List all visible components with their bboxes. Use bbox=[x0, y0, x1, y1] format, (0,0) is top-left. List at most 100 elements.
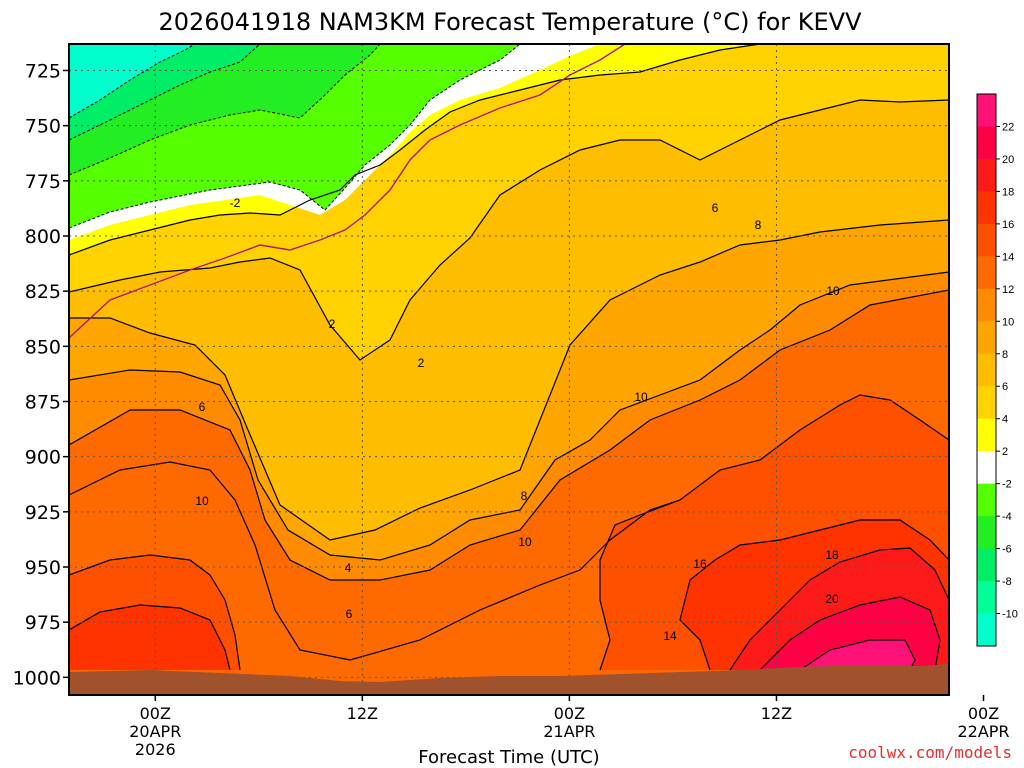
contour-label: 2 bbox=[418, 356, 425, 370]
y-tick-label: 825 bbox=[25, 281, 61, 303]
contour-4 bbox=[69, 99, 949, 361]
contour-10-top bbox=[69, 289, 949, 581]
colorbar: 22 20 18 16 14 12 10 8 6 4 2 -2 -4 -6 -8 -10 bbox=[976, 93, 1018, 647]
contour-label: 10 bbox=[826, 284, 840, 298]
contour-8 bbox=[69, 271, 949, 561]
contour-18 bbox=[729, 547, 949, 671]
colorbar-swatch bbox=[977, 548, 996, 582]
contour-label: 10 bbox=[634, 390, 648, 404]
colorbar-label: -6 bbox=[1002, 544, 1012, 556]
contour-label: 8 bbox=[521, 489, 528, 503]
contour-label: 10 bbox=[195, 494, 209, 508]
colorbar-label: 18 bbox=[1002, 186, 1014, 198]
y-tick-label: 750 bbox=[25, 116, 61, 138]
y-tick-label: 975 bbox=[25, 612, 61, 634]
colorbar-label: 16 bbox=[1002, 219, 1014, 231]
y-tick-label: 875 bbox=[25, 391, 61, 413]
y-tick-label: 950 bbox=[25, 557, 61, 579]
colorbar-swatch bbox=[977, 94, 996, 127]
ground-terrain bbox=[69, 664, 949, 695]
chart-title: 2026041918 NAM3KM Forecast Temperature (… bbox=[158, 8, 862, 36]
colorbar-label: -10 bbox=[1002, 609, 1018, 621]
contour-label: 6 bbox=[712, 201, 719, 215]
x-tick-label: 2026 bbox=[135, 740, 176, 759]
colorbar-label: 12 bbox=[1002, 284, 1014, 296]
colorbar-swatch bbox=[977, 418, 996, 452]
contour-14-right bbox=[599, 499, 681, 671]
colorbar-swatch bbox=[977, 126, 996, 160]
colorbar-label: 10 bbox=[1002, 316, 1014, 328]
negative-contours bbox=[69, 44, 521, 229]
x-tick-label: 00Z bbox=[140, 704, 171, 723]
contour-lines bbox=[69, 44, 949, 671]
contour-label: 14 bbox=[663, 629, 677, 643]
colorbar-frame bbox=[976, 93, 997, 647]
x-axis-label: Forecast Time (UTC) bbox=[418, 747, 599, 768]
colorbar-swatch bbox=[977, 613, 996, 647]
colorbar-label: 8 bbox=[1002, 349, 1008, 361]
y-tick-label: 925 bbox=[25, 502, 61, 524]
x-tick-label: 20APR bbox=[129, 722, 181, 741]
contour-16-right bbox=[679, 519, 949, 671]
x-tick-label: 12Z bbox=[761, 704, 792, 723]
contour-label: 4 bbox=[345, 561, 352, 575]
contour-6 bbox=[69, 219, 949, 541]
plot-frame bbox=[68, 43, 950, 696]
x-tick-label: 00Z bbox=[554, 704, 585, 723]
colorbar-swatch bbox=[977, 223, 996, 257]
colorbar-label: -2 bbox=[1002, 479, 1012, 491]
colorbar-label: 6 bbox=[1002, 381, 1008, 393]
x-tick-label: 21APR bbox=[543, 722, 595, 741]
contour-neg6 bbox=[69, 44, 261, 141]
colorbar-label: 14 bbox=[1002, 251, 1014, 263]
y-tick-label: 775 bbox=[25, 171, 61, 193]
contour-label: 8 bbox=[755, 218, 762, 232]
contour-neg4 bbox=[69, 44, 381, 176]
colorbar-label: -4 bbox=[1002, 511, 1012, 523]
band-16-18-left bbox=[69, 605, 230, 670]
colorbar-swatch bbox=[977, 288, 996, 322]
contour-label: 20 bbox=[825, 592, 839, 606]
contour-22 bbox=[799, 639, 916, 671]
y-tick-label: 1000 bbox=[13, 667, 61, 689]
colorbar-swatch bbox=[977, 516, 996, 550]
colorbar-label: 20 bbox=[1002, 154, 1014, 166]
colorbar-swatch bbox=[977, 353, 996, 387]
colorbar-swatch bbox=[977, 158, 996, 192]
credit-text: coolwx.com/models bbox=[848, 743, 1012, 762]
colorbar-swatch bbox=[977, 321, 996, 355]
colorbar-swatch bbox=[977, 256, 996, 290]
contour-label: 2 bbox=[329, 317, 336, 331]
plot-area: -2 2 2 4 6 6 6 8 8 10 10 10 10 14 16 18 20 bbox=[69, 44, 949, 695]
x-tick-label: 12Z bbox=[347, 704, 378, 723]
y-axis: 725 750 775 800 825 850 875 900 925 950 975 1000 bbox=[13, 60, 69, 689]
colorbar-label: -8 bbox=[1002, 576, 1012, 588]
contour-label: -2 bbox=[230, 196, 241, 210]
y-tick-label: 900 bbox=[25, 447, 61, 469]
contour-20 bbox=[759, 596, 941, 671]
band-22-24 bbox=[800, 640, 915, 670]
colorbar-swatch bbox=[977, 191, 996, 225]
colorbar-label: 2 bbox=[1002, 446, 1008, 458]
contour-label: 6 bbox=[346, 607, 353, 621]
y-tick-label: 725 bbox=[25, 60, 61, 82]
contour-14-left bbox=[69, 554, 241, 671]
contour-label: 16 bbox=[693, 557, 707, 571]
contour-zero bbox=[69, 44, 626, 339]
contour-16-left bbox=[69, 604, 231, 671]
colorbar-swatch bbox=[977, 451, 996, 485]
colorbar-swatch bbox=[977, 581, 996, 615]
colorbar-swatch bbox=[977, 483, 996, 517]
y-tick-label: 850 bbox=[25, 336, 61, 358]
colorbar-label: 22 bbox=[1002, 121, 1014, 133]
x-tick-label: 22APR bbox=[957, 722, 1009, 741]
contour-2-upper bbox=[69, 44, 761, 256]
contour-labels: -2 2 2 4 6 6 6 8 8 10 10 10 10 14 16 18 20 bbox=[195, 196, 840, 643]
contour-neg8 bbox=[69, 44, 196, 119]
contour-label: 10 bbox=[518, 535, 532, 549]
contour-label: 18 bbox=[825, 548, 839, 562]
contour-neg2 bbox=[69, 44, 521, 229]
colorbar-label: 4 bbox=[1002, 414, 1008, 426]
